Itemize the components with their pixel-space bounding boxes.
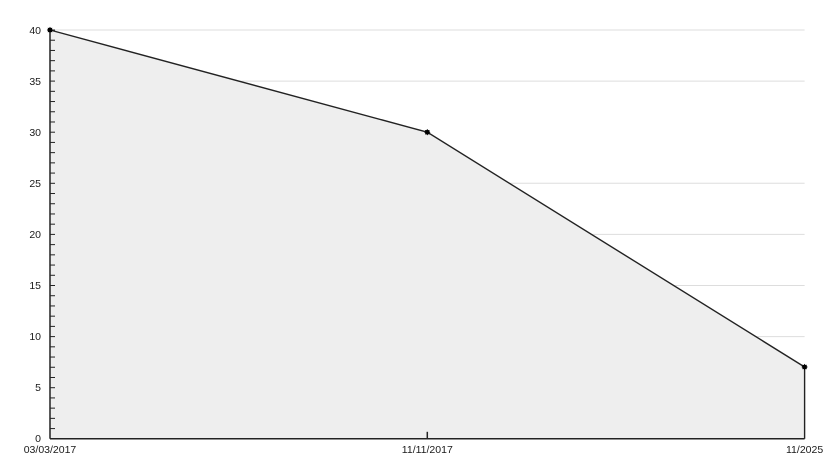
svg-text:5: 5: [35, 382, 41, 394]
svg-text:25: 25: [29, 178, 41, 190]
svg-text:20: 20: [29, 229, 41, 241]
svg-text:30: 30: [29, 127, 41, 139]
svg-text:03/03/2017: 03/03/2017: [24, 444, 77, 456]
svg-text:15: 15: [29, 280, 41, 292]
svg-text:10: 10: [29, 331, 41, 343]
svg-text:11/11/2017: 11/11/2017: [402, 444, 453, 456]
svg-text:11/2025: 11/2025: [786, 444, 823, 456]
svg-text:35: 35: [29, 76, 41, 88]
svg-text:40: 40: [29, 25, 41, 37]
